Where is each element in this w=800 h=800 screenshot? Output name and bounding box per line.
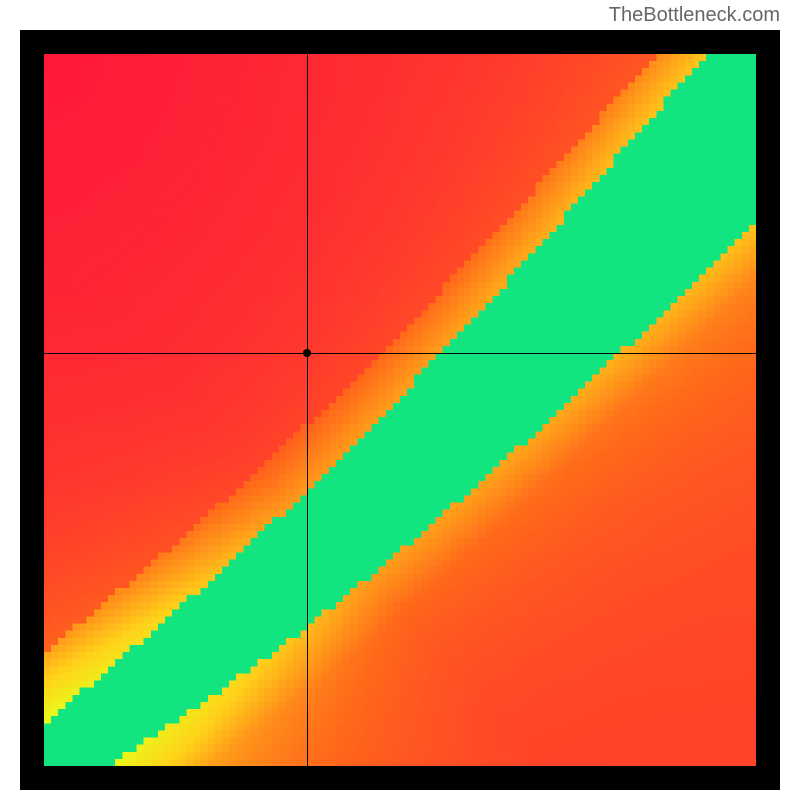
crosshair-horizontal [44, 353, 756, 354]
crosshair-vertical [307, 54, 308, 766]
bottleneck-heatmap-plot [20, 30, 780, 790]
crosshair-marker [303, 349, 311, 357]
heatmap-canvas [44, 54, 756, 766]
watermark-text: TheBottleneck.com [609, 4, 780, 27]
root-container: TheBottleneck.com [0, 0, 800, 800]
